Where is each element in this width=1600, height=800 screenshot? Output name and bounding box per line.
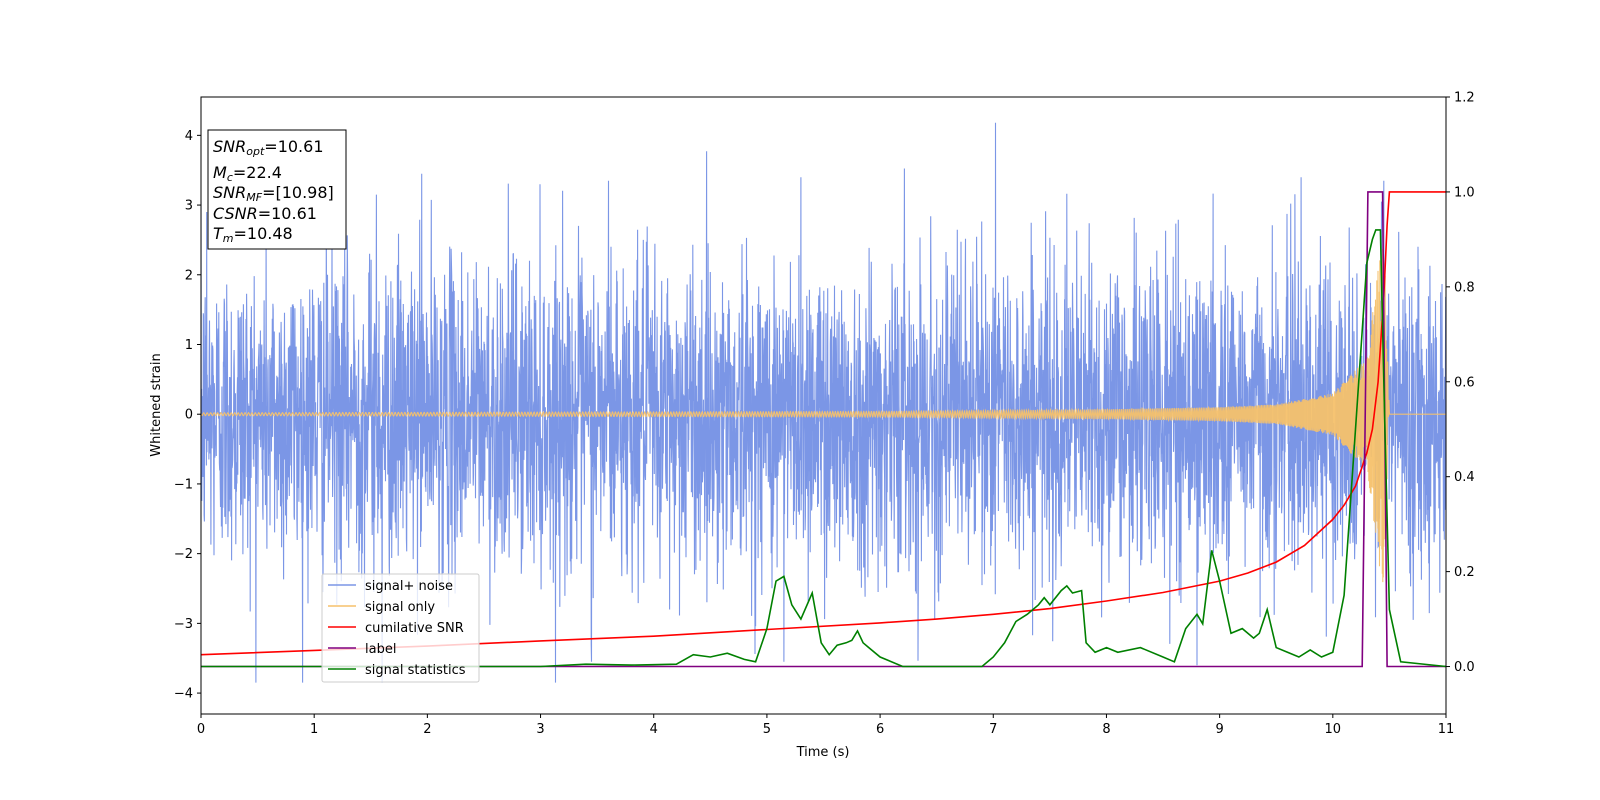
y-tick-label-right: 0.0 <box>1454 660 1475 675</box>
legend-label: signal+ noise <box>365 579 453 594</box>
y-tick-label-right: 0.6 <box>1454 375 1475 390</box>
y-tick-label-left: −3 <box>174 617 193 632</box>
x-tick-label: 5 <box>763 722 771 737</box>
y-tick-label-right: 0.8 <box>1454 280 1475 295</box>
series-signal-only <box>201 246 1446 583</box>
y-tick-label-right: 0.2 <box>1454 565 1475 580</box>
series-label <box>201 191 1446 668</box>
x-tick-label: 7 <box>989 722 997 737</box>
info-tm: Tm=10.48 <box>213 224 293 245</box>
legend-label: signal only <box>365 600 435 615</box>
info-snr-mf: SNRMF=[10.98] <box>213 183 334 204</box>
x-tick-label: 2 <box>423 722 431 737</box>
info-box: SNRopt=10.61 Mc=22.4 SNRMF=[10.98] CSNR=… <box>207 129 347 250</box>
y-tick-label-left: 4 <box>185 129 193 144</box>
y-tick-label-left: 2 <box>185 268 193 283</box>
x-tick-label: 0 <box>197 722 205 737</box>
x-tick-label: 10 <box>1325 722 1342 737</box>
legend-label: label <box>365 642 396 657</box>
y-axis-label: Whitened strain <box>149 353 164 456</box>
y-tick-label-right: 1.0 <box>1454 185 1475 200</box>
legend-label: signal statistics <box>365 663 466 678</box>
x-tick-label: 8 <box>1102 722 1110 737</box>
plot-frame <box>200 96 1447 715</box>
x-tick-label: 6 <box>876 722 884 737</box>
y-tick-label-left: 1 <box>185 338 193 353</box>
series-signal-statistics <box>201 229 1446 668</box>
y-tick-label-left: −4 <box>174 687 193 702</box>
legend-frame <box>321 573 480 683</box>
info-box-frame <box>207 129 347 250</box>
x-axis-label: Time (s) <box>796 745 850 760</box>
legend: signal+ noise signal only cumilative SNR la… <box>321 573 480 683</box>
x-tick-label: 11 <box>1438 722 1455 737</box>
legend-label: cumilative SNR <box>365 621 464 636</box>
y-tick-label-left: −2 <box>174 547 193 562</box>
info-mc: Mc=22.4 <box>213 163 282 184</box>
y-tick-label-right: 1.2 <box>1454 91 1475 106</box>
x-tick-label: 4 <box>650 722 658 737</box>
y-tick-label-left: 3 <box>185 199 193 214</box>
y-tick-label-right: 0.4 <box>1454 470 1475 485</box>
axis-ticks: 0 1 2 3 4 5 6 7 8 9 10 11 −4 −3 −2 −1 0 1 2 3 4 0.0 0.2 0.4 0.6 0… <box>174 91 1475 738</box>
x-tick-label: 9 <box>1215 722 1223 737</box>
info-snr-opt: SNRopt=10.61 <box>213 137 324 158</box>
y-tick-label-left: 0 <box>185 408 193 423</box>
y-tick-label-left: −1 <box>174 477 193 492</box>
x-tick-label: 3 <box>536 722 544 737</box>
info-csnr: CSNR=10.61 <box>213 204 317 223</box>
x-tick-label: 1 <box>310 722 318 737</box>
plot-area <box>201 122 1446 683</box>
